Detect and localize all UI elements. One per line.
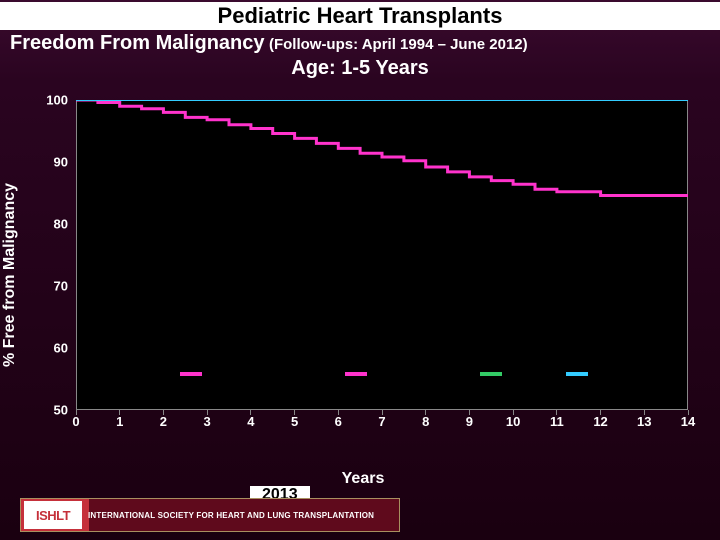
x-tick: 1	[116, 414, 123, 429]
y-axis-label: % Free from Malignancy	[1, 183, 19, 367]
chart-svg	[76, 100, 688, 410]
legend-dash	[180, 372, 202, 376]
subtitle-main: Freedom From Malignancy	[10, 32, 265, 54]
x-tick: 6	[335, 414, 342, 429]
footer: 2013 JHLT. 2013 Oct; 32(10): 979-988 ISH…	[0, 490, 720, 540]
y-tick: 80	[54, 217, 68, 232]
plot-region: 506070809010001234567891011121314	[76, 100, 688, 410]
x-tick: 7	[378, 414, 385, 429]
logo-text: INTERNATIONAL SOCIETY FOR HEART AND LUNG…	[88, 511, 374, 520]
x-tick: 5	[291, 414, 298, 429]
x-tick: 9	[466, 414, 473, 429]
y-tick: 100	[46, 93, 68, 108]
logo-abbrev: ISHLT	[24, 501, 82, 529]
title-main: Pediatric Heart Transplants	[0, 2, 720, 30]
x-tick: 13	[637, 414, 651, 429]
series-line	[76, 100, 688, 196]
x-tick: 10	[506, 414, 520, 429]
y-tick: 60	[54, 341, 68, 356]
x-tick: 11	[550, 414, 564, 429]
footer-logo: ISHLT INTERNATIONAL SOCIETY FOR HEART AN…	[20, 498, 400, 532]
subtitle-period: (Follow-ups: April 1994 – June 2012)	[269, 36, 528, 53]
y-tick: 70	[54, 279, 68, 294]
x-tick: 0	[72, 414, 79, 429]
x-tick: 2	[160, 414, 167, 429]
legend-dash	[480, 372, 502, 376]
y-tick: 90	[54, 155, 68, 170]
x-tick: 4	[247, 414, 254, 429]
header: Pediatric Heart Transplants Freedom From…	[0, 0, 720, 80]
subtitle-age: Age: 1-5 Years	[0, 57, 720, 80]
x-tick: 3	[204, 414, 211, 429]
chart-area: % Free from Malignancy 50607080901000123…	[28, 100, 698, 450]
x-tick: 12	[593, 414, 607, 429]
legend-dash	[345, 372, 367, 376]
x-tick: 14	[681, 414, 695, 429]
subtitle-row: Freedom From Malignancy (Follow-ups: Apr…	[0, 30, 720, 57]
x-axis-label: Years	[342, 470, 385, 488]
legend-dash	[566, 372, 588, 376]
x-tick: 8	[422, 414, 429, 429]
y-tick: 50	[54, 403, 68, 418]
